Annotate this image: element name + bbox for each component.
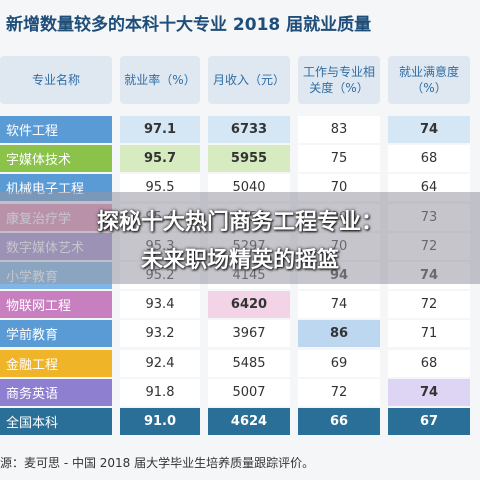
cell: 5007 [208,378,290,406]
row-label: 软件工程 [0,116,112,143]
cell: 67 [388,408,470,435]
cell: 66 [298,408,380,435]
cell: 74 [388,116,470,143]
cell: 6733 [208,116,290,143]
cell: 6420 [208,291,290,319]
row-label: 金融工程 [0,349,112,377]
banner-line: 探秘十大热门商务工程专业： [96,210,383,235]
cell: 97.1 [120,116,200,143]
banner-line: 未来职场精英的摇篮 [140,248,339,273]
row-label: 字媒体技术 [0,145,112,173]
title: 新增数量较多的本科十大专业 2018 届就业质量 [6,15,372,35]
cell: 74 [388,378,470,406]
cell: 95.7 [120,145,200,173]
banner: 探秘十大热门商务工程专业： 未来职场精英的摇篮 [0,192,480,284]
cell: 74 [298,291,380,319]
row-label: 商务英语 [0,378,112,406]
row-label: 全国本科 [0,408,112,435]
cell: 4624 [208,408,290,435]
row-label: 学前教育 [0,320,112,348]
column-header: 工作与专业相关度（%） [298,56,380,104]
cell: 83 [298,116,380,143]
cell: 92.4 [120,349,200,377]
cell: 72 [298,378,380,406]
cell: 68 [388,145,470,173]
cell: 75 [298,145,380,173]
column-header: 就业满意度（%） [388,56,470,104]
cell: 68 [388,349,470,377]
cell: 72 [388,291,470,319]
cell: 5485 [208,349,290,377]
column-header: 专业名称 [0,56,112,104]
cell: 69 [298,349,380,377]
cell: 93.2 [120,320,200,348]
row-label: 物联网工程 [0,291,112,319]
source: 源：麦可思 - 中国 2018 届大学毕业生培养质量跟踪评价。 [0,456,315,470]
cell: 91.8 [120,378,200,406]
cell: 3967 [208,320,290,348]
cell: 86 [298,320,380,348]
cell: 71 [388,320,470,348]
cell: 93.4 [120,291,200,319]
cell: 5955 [208,145,290,173]
column-header: 就业率（%） [120,56,200,104]
cell: 91.0 [120,408,200,435]
column-header: 月收入（元） [208,56,290,104]
